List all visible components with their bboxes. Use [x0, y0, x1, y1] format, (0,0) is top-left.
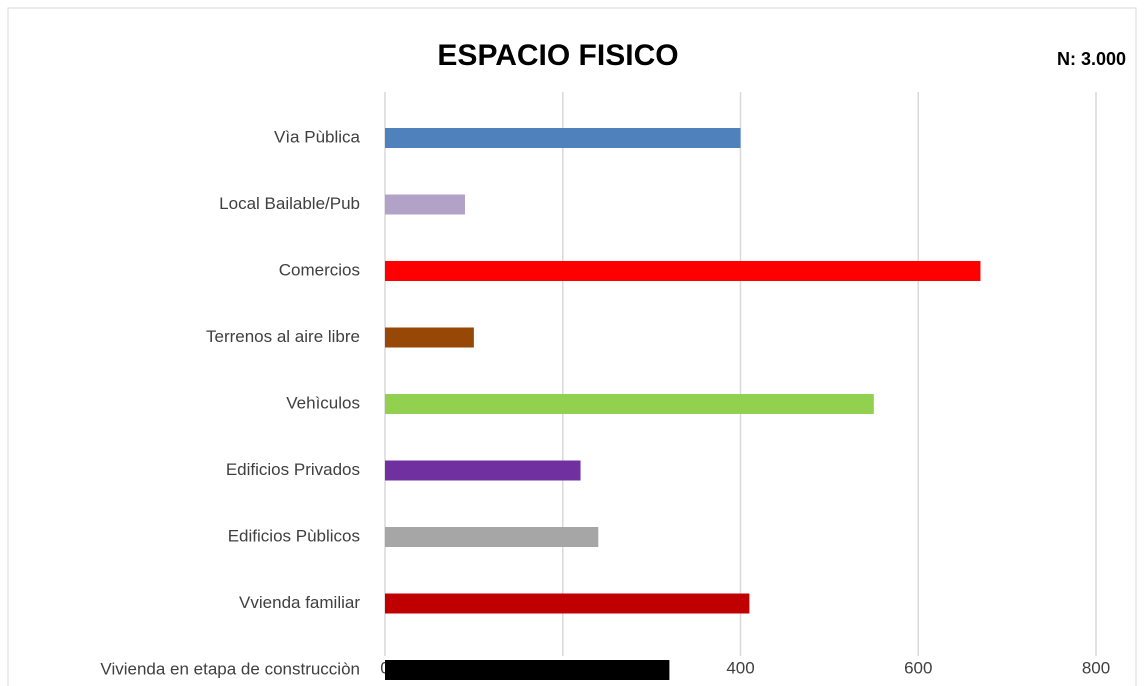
- bar: [385, 394, 874, 414]
- y-tick-label: Edificios Privados: [226, 460, 360, 479]
- y-tick-label: Terrenos al aire libre: [206, 327, 360, 346]
- y-tick-label: Vìa Pùblica: [274, 127, 361, 146]
- y-tick-label: Vivienda en etapa de construcciòn: [100, 659, 360, 678]
- bar: [385, 327, 474, 348]
- annotation: N: 3.000: [1057, 49, 1126, 69]
- x-tick-label: 800: [1082, 658, 1110, 677]
- bar: [385, 194, 465, 215]
- bar: [385, 460, 581, 481]
- bar: [385, 128, 741, 148]
- bar: [385, 527, 599, 547]
- chart-frame: [7, 7, 1137, 686]
- bar: [385, 261, 981, 281]
- x-tick-label: 600: [904, 658, 932, 677]
- chart-title: ESPACIO FISICO: [437, 39, 678, 72]
- y-tick-label: Vvienda familiar: [239, 593, 360, 612]
- y-tick-label: Comercios: [279, 260, 360, 279]
- y-tick-label: Local Bailable/Pub: [219, 194, 360, 213]
- y-tick-label: Edificios Pùblicos: [228, 526, 360, 545]
- x-tick-label: 400: [726, 658, 754, 677]
- y-tick-label: Vehìculos: [286, 393, 360, 412]
- bar: [385, 593, 750, 614]
- bar: [385, 660, 670, 680]
